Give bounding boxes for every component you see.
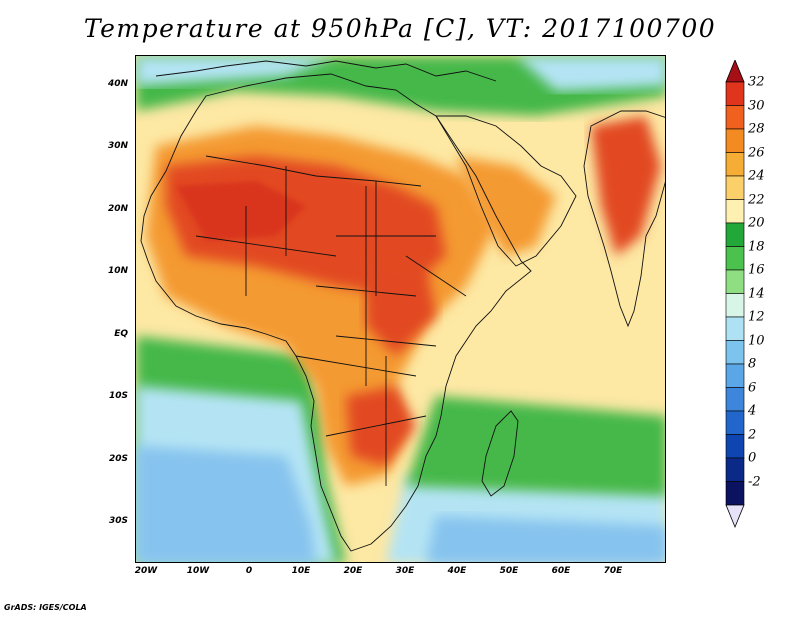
legend-swatch (725, 199, 745, 224)
india-coastline (583, 110, 665, 328)
latitude-label: EQ (114, 329, 128, 339)
legend-tick-label: 16 (748, 262, 765, 278)
southern-africa-hot (346, 386, 416, 466)
latitude-label: 40N (107, 79, 128, 89)
legend-bottom-arrow (725, 504, 745, 529)
longitude-label: 60E (551, 566, 571, 576)
longitude-label: 40E (447, 566, 467, 576)
legend-tick-label: 12 (748, 309, 765, 325)
indian-green-band (406, 396, 665, 496)
legend-tick-label: 6 (748, 380, 757, 395)
longitude-label: 20E (343, 566, 363, 576)
legend-tick-label: 22 (748, 192, 765, 207)
latitude-label: 10S (108, 391, 128, 401)
legend-swatch (725, 457, 745, 482)
legend-tick-label: 10 (748, 333, 765, 348)
color-legend (725, 60, 745, 529)
legend-tick-label: 32 (748, 74, 765, 90)
longitude-label: 30E (395, 566, 415, 576)
coastline-and-borders (140, 60, 665, 552)
legend-swatch (725, 246, 745, 271)
legend-tick-label: 2 (748, 427, 757, 442)
arabia-warm (456, 156, 556, 256)
border-lines (195, 155, 467, 486)
longitude-label: 0 (245, 566, 253, 576)
india-hot (591, 116, 661, 256)
longitude-label: 50E (499, 566, 519, 576)
legend-swatch (725, 387, 745, 412)
africa-coastline (140, 73, 532, 552)
legend-swatch (725, 363, 745, 388)
legend-tick-label: 30 (748, 98, 765, 113)
madagascar-coastline (481, 410, 519, 497)
legend-tick-label: -2 (748, 474, 761, 489)
south-atlantic-cold (136, 446, 316, 562)
legend-swatch (725, 434, 745, 459)
west-sahara-core (176, 181, 306, 241)
legend-swatch (725, 105, 745, 130)
europe-coastline (155, 60, 497, 82)
legend-tick-label: 4 (748, 403, 757, 419)
legend-swatch (725, 293, 745, 318)
longitude-label: 10W (186, 566, 210, 576)
legend-swatch (725, 152, 745, 177)
legend-swatch (725, 175, 745, 200)
temperature-shading (136, 56, 665, 562)
legend-swatch (725, 269, 745, 294)
longitude-label: 70E (603, 566, 623, 576)
legend-tick-label: 28 (748, 121, 765, 137)
asia-cool (516, 56, 665, 91)
legend-swatch (725, 81, 745, 106)
legend-tick-label: 26 (748, 145, 765, 160)
legend-tick-label: 18 (748, 239, 765, 254)
latitude-label: 20S (108, 454, 128, 464)
longitude-label: 10E (291, 566, 311, 576)
grads-credit: GrADS: IGES/COLA (4, 603, 87, 612)
latitude-label: 10N (107, 266, 128, 276)
legend-swatch (725, 410, 745, 435)
chart-title: Temperature at 950hPa [C], VT: 201710070… (83, 14, 717, 43)
legend-tick-label: 0 (748, 450, 757, 466)
legend-top-arrow (725, 60, 745, 83)
latitude-label: 30N (107, 141, 128, 151)
legend-swatch (725, 316, 745, 341)
legend-swatch (725, 128, 745, 153)
south-indian-cold (426, 516, 665, 562)
legend-swatch (725, 481, 745, 506)
legend-tick-label: 14 (748, 286, 765, 301)
legend-tick-label: 24 (748, 168, 765, 184)
legend-tick-label: 20 (748, 215, 765, 231)
legend-swatch (725, 222, 745, 247)
arabia-coastline (435, 115, 577, 267)
longitude-label: 20W (134, 566, 158, 576)
map-panel (135, 55, 666, 563)
central-africa-hot (366, 256, 436, 356)
temperature-field (136, 56, 665, 562)
legend-tick-label: 8 (748, 356, 757, 372)
legend-swatch (725, 340, 745, 365)
latitude-label: 30S (108, 516, 128, 526)
latitude-label: 20N (107, 204, 128, 214)
